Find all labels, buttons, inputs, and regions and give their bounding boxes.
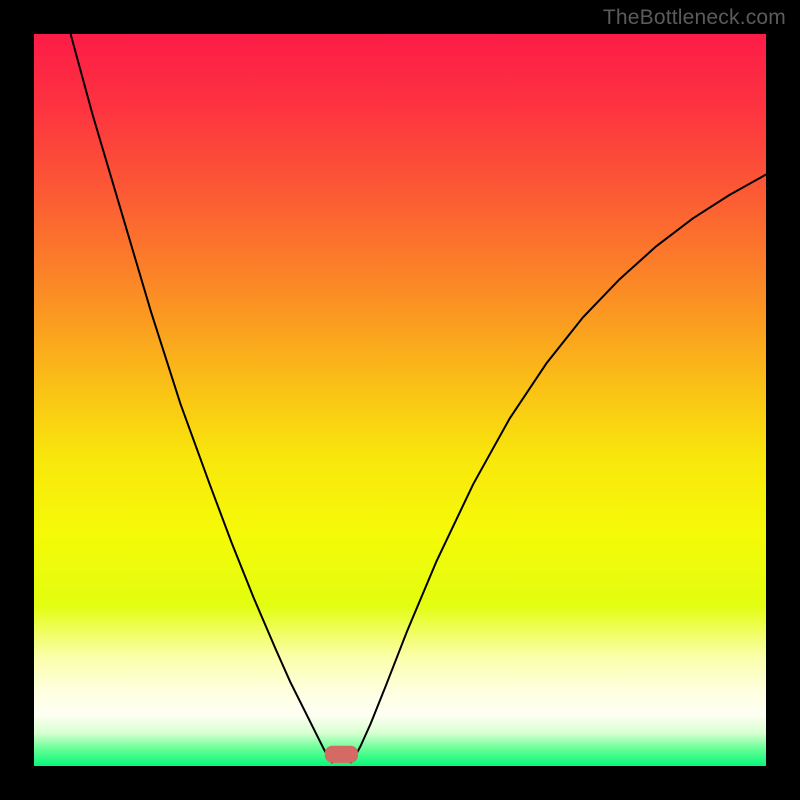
bottleneck-chart [0,0,800,800]
bottleneck-marker [325,746,357,762]
watermark-text: TheBottleneck.com [603,6,786,30]
chart-container: TheBottleneck.com [0,0,800,800]
plot-background [34,34,766,766]
